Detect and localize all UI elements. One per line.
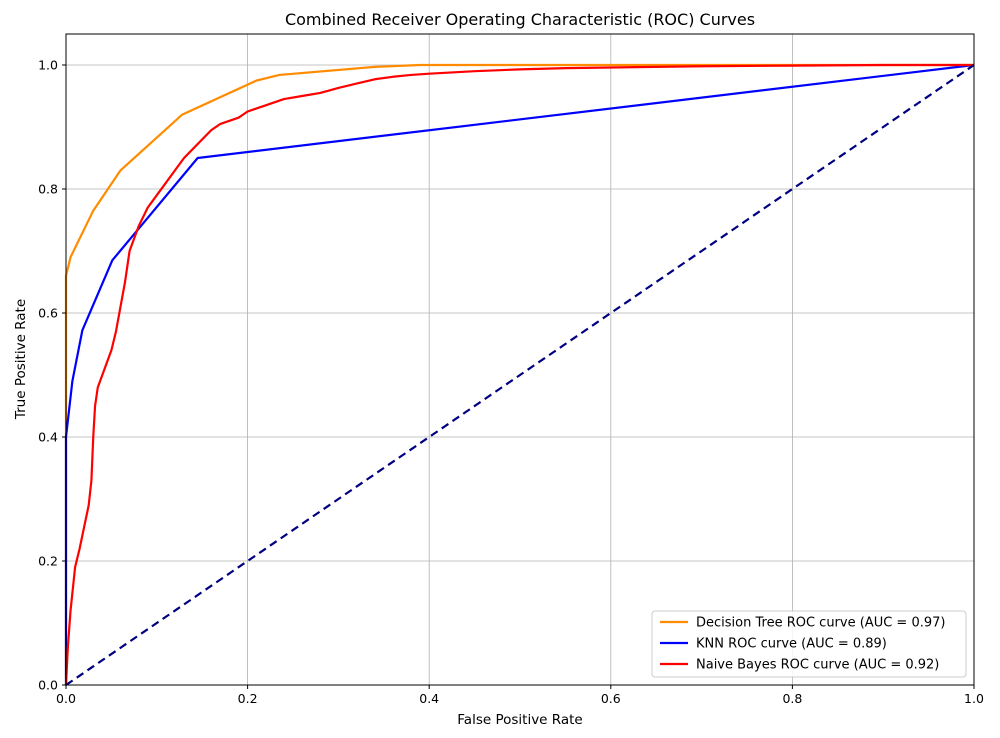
grid-lines <box>65 34 975 686</box>
axis-ticks: 0.0 0.2 0.4 0.6 0.8 1.0 0.0 0.2 0.4 0.6 0.8 1.0 <box>38 58 984 707</box>
x-tick-label: 0.2 <box>238 691 258 706</box>
x-tick-label: 0.4 <box>419 691 439 706</box>
series-line-2 <box>64 63 974 686</box>
y-axis-label: True Positive Rate <box>13 299 29 420</box>
y-tick-label: 0.6 <box>38 306 58 321</box>
x-axis-label: False Positive Rate <box>457 712 582 728</box>
reference-diagonal-line <box>65 64 975 686</box>
legend: Decision Tree ROC curve (AUC = 0.97) KNN … <box>651 610 967 678</box>
y-tick-label: 1.0 <box>38 58 58 73</box>
legend-label: Naive Bayes ROC curve (AUC = 0.92) <box>696 658 939 673</box>
x-tick-label: 0.8 <box>782 691 802 706</box>
y-tick-label: 0.0 <box>38 678 58 693</box>
chart-title: Combined Receiver Operating Characterist… <box>285 10 755 29</box>
series-line-0 <box>64 63 974 685</box>
y-tick-label: 0.2 <box>38 554 58 569</box>
y-tick-label: 0.8 <box>38 182 58 197</box>
legend-label: Decision Tree ROC curve (AUC = 0.97) <box>696 616 945 631</box>
x-tick-label: 0.6 <box>601 691 621 706</box>
plot-frame <box>65 33 975 686</box>
legend-box <box>651 610 967 678</box>
y-tick-label: 0.4 <box>38 430 58 445</box>
x-tick-label: 0.0 <box>56 691 76 706</box>
legend-label: KNN ROC curve (AUC = 0.89) <box>696 637 887 652</box>
x-tick-label: 1.0 <box>964 691 984 706</box>
